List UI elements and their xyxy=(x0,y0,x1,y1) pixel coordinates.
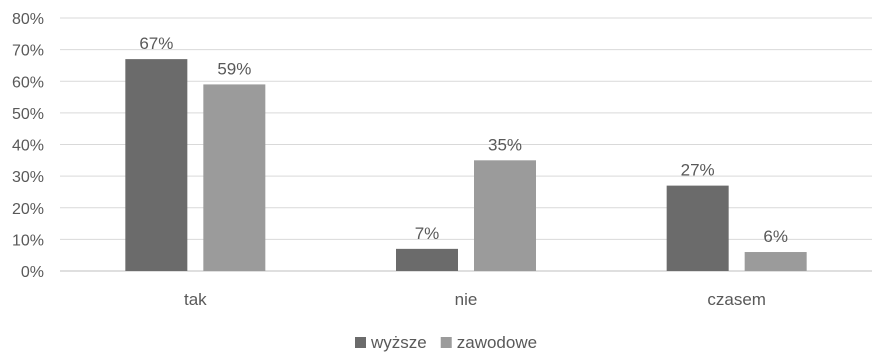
gridlines xyxy=(60,17,872,272)
y-tick-label: 0% xyxy=(21,264,44,281)
y-tick-label: 80% xyxy=(12,11,44,28)
legend-entry: wyższe xyxy=(370,333,427,352)
x-axis-categories: tak nie czasem xyxy=(184,290,766,309)
data-label: 59% xyxy=(217,59,251,78)
y-tick-label: 40% xyxy=(12,138,44,155)
bars xyxy=(125,59,807,271)
y-tick-label: 20% xyxy=(12,201,44,218)
data-label: 6% xyxy=(763,227,788,246)
data-label: 27% xyxy=(681,161,715,180)
category-label: czasem xyxy=(707,290,766,309)
bar-czasem-zawodowe xyxy=(744,252,807,271)
data-label: 7% xyxy=(415,224,440,243)
legend-swatch xyxy=(440,337,452,348)
data-label: 35% xyxy=(488,135,522,154)
bar-tak-wyższe xyxy=(125,59,188,271)
y-tick-label: 70% xyxy=(12,43,44,60)
y-tick-label: 50% xyxy=(12,106,44,123)
category-label: nie xyxy=(455,290,478,309)
y-tick-label: 60% xyxy=(12,74,44,91)
bar-czasem-wyższe xyxy=(666,185,729,271)
y-tick-label: 30% xyxy=(12,169,44,186)
y-tick-label: 10% xyxy=(12,232,44,249)
data-labels: 67% 59% 7% 35% 27% 6% xyxy=(139,34,788,246)
bar-tak-zawodowe xyxy=(203,84,266,271)
bar-nie-wyższe xyxy=(396,248,458,271)
bar-nie-zawodowe xyxy=(474,160,536,271)
legend-entry: zawodowe xyxy=(457,333,537,352)
legend: wyższe zawodowe xyxy=(355,333,537,352)
y-axis-ticks: 0% 10% 20% 30% 40% 50% 60% 70% 80% xyxy=(12,11,44,281)
legend-swatch xyxy=(355,337,366,348)
category-label: tak xyxy=(184,290,207,309)
data-label: 67% xyxy=(139,34,173,53)
